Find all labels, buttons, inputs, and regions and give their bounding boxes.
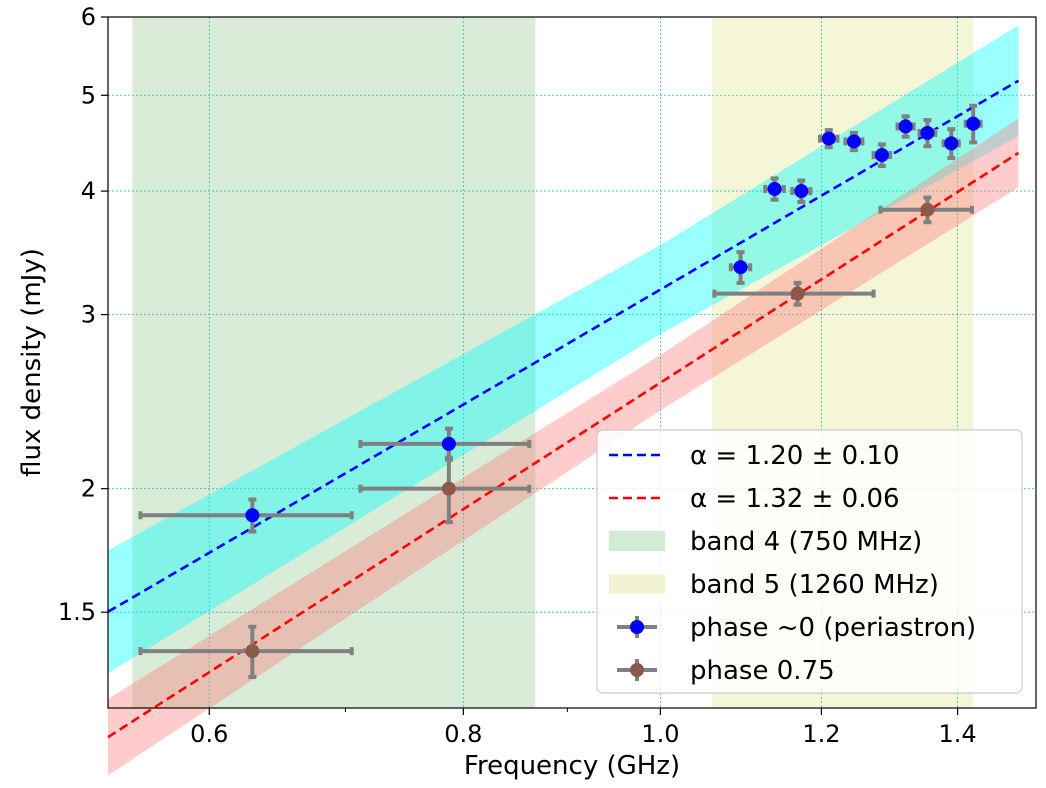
legend-label: α = 1.20 ± 0.10 [690,441,900,471]
plot-frame [107,16,1037,709]
data-point-series-1 [794,184,809,199]
legend-label: band 4 (750 MHz) [690,527,922,557]
legend-label: band 5 (1260 MHz) [690,570,939,600]
data-point-series-2 [245,644,260,659]
y-tick-label: 4 [81,177,96,205]
data-point-series-2 [790,286,805,301]
data-point-series-1 [944,136,959,151]
data-point-series-1 [441,436,456,451]
y-tick-label: 3 [81,301,96,329]
legend-entry-5: phase ~0 (periastron) [617,613,976,643]
legend-label: phase ~0 (periastron) [690,613,976,643]
legend-label: α = 1.32 ± 0.06 [690,484,900,514]
x-tick-label: 1.4 [938,720,976,748]
x-axis-label: Frequency (GHz) [464,751,680,781]
legend-box [596,429,1023,694]
data-point-series-1 [846,134,861,149]
legend-marker-swatch [630,620,644,634]
fit-lines [107,79,1020,739]
legend-entry-6: phase 0.75 [617,656,835,686]
legend: α = 1.20 ± 0.10 α = 1.32 ± 0.06 band 4 (75… [596,429,1023,694]
data-point-series-1 [733,260,748,275]
y-tick-label: 6 [81,3,96,31]
y-axis-label: flux density (mJy) [17,248,47,477]
data-points [245,116,981,659]
data-point-series-1 [767,181,782,196]
legend-label: phase 0.75 [690,656,835,686]
fit-band-2 [108,118,1019,776]
legend-band-swatch [609,574,665,594]
x-tick-label: 1.2 [802,720,840,748]
x-tick-label: 0.6 [190,720,228,748]
x-tick-label: 0.8 [444,720,482,748]
data-point-series-1 [920,125,935,140]
data-point-series-1 [821,131,836,146]
legend-entry-4: band 5 (1260 MHz) [609,570,939,600]
y-tick-label: 5 [81,81,96,109]
data-point-series-1 [966,116,981,131]
data-point-series-2 [441,481,456,496]
fit-line-1 [107,79,1020,613]
fit-line-2 [107,151,1020,739]
legend-band-swatch [609,531,665,551]
legend-marker-swatch [630,663,644,677]
data-point-series-1 [898,119,913,134]
data-point-series-1 [874,148,889,163]
data-point-series-1 [245,508,260,523]
data-point-series-2 [920,202,935,217]
legend-entry-3: band 4 (750 MHz) [609,527,922,557]
x-tick-label: 1.0 [641,720,679,748]
legend-entry-2: α = 1.32 ± 0.06 [609,484,900,514]
axis-ticks: 0.6 0.8 1.0 1.2 1.4 1.5 2 3 4 5 6 [58,3,977,748]
y-tick-label: 2 [81,475,96,503]
y-tick-label: 1.5 [58,598,96,626]
legend-entry-1: α = 1.20 ± 0.10 [609,441,900,471]
